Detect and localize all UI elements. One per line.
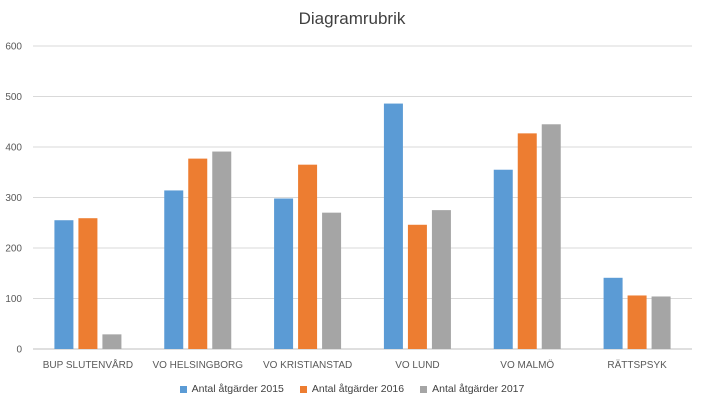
chart-legend: Antal åtgärder 2015 Antal åtgärder 2016 An… xyxy=(0,383,704,395)
legend-item: Antal åtgärder 2016 xyxy=(299,383,405,395)
legend-label: Antal åtgärder 2016 xyxy=(311,383,405,395)
legend-swatch xyxy=(179,385,187,393)
bar xyxy=(431,210,451,349)
x-tick-label: BUP SLUTENVÅRD xyxy=(43,358,133,371)
bar xyxy=(298,164,318,349)
bar xyxy=(517,133,537,349)
legend-label: Antal åtgärder 2017 xyxy=(432,383,525,395)
x-tick-label: VO MALMÖ xyxy=(500,359,554,371)
y-tick-label: 200 xyxy=(5,244,22,255)
y-tick-label: 400 xyxy=(5,143,22,154)
legend-item: Antal åtgärder 2017 xyxy=(420,383,524,395)
bar xyxy=(322,212,342,349)
y-tick-label: 500 xyxy=(5,92,22,103)
bar xyxy=(541,124,561,350)
legend-swatch xyxy=(299,385,307,393)
y-tick-label: 600 xyxy=(5,42,22,53)
x-tick-label: VO LUND xyxy=(395,360,439,371)
legend-swatch xyxy=(420,385,428,393)
bar xyxy=(407,224,427,349)
x-tick-label: VO HELSINGBORG xyxy=(152,360,243,371)
bar xyxy=(603,277,623,349)
bar xyxy=(188,158,208,349)
bar xyxy=(212,151,232,349)
legend-label: Antal åtgärder 2015 xyxy=(191,383,284,395)
bar xyxy=(493,169,513,349)
bar xyxy=(78,218,98,349)
bar xyxy=(651,296,671,349)
chart-title: Diagramrubrik xyxy=(298,9,406,28)
bar xyxy=(54,220,74,349)
bar xyxy=(102,334,122,349)
y-tick-label: 100 xyxy=(5,294,22,305)
y-tick-label: 300 xyxy=(5,193,22,204)
bar xyxy=(274,198,294,349)
bar xyxy=(383,103,403,349)
bar xyxy=(627,295,647,349)
x-tick-label: VO KRISTIANSTAD xyxy=(263,360,352,371)
bar xyxy=(164,190,184,349)
x-tick-label: RÄTTSPSYK xyxy=(607,359,667,371)
y-tick-label: 0 xyxy=(16,345,22,356)
legend-item: Antal åtgärder 2015 xyxy=(179,383,284,395)
